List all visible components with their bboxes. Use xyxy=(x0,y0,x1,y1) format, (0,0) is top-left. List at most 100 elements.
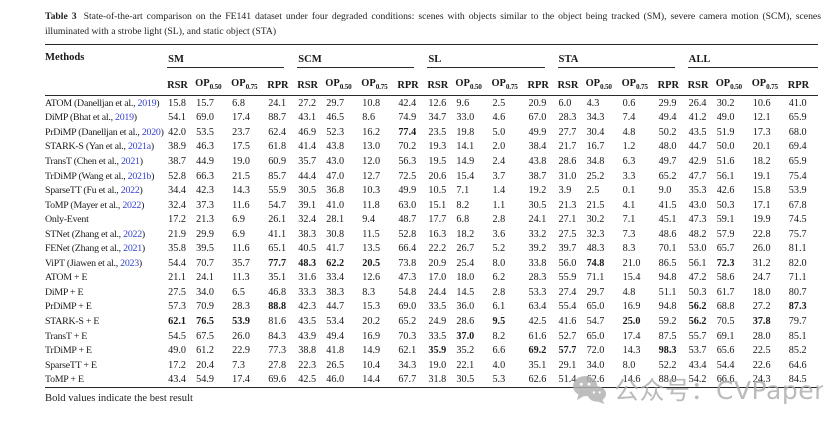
group-header-scm: SCM xyxy=(297,45,427,68)
value-cell: 24.1 xyxy=(196,272,214,284)
value-cell: 66.3 xyxy=(196,170,214,182)
value-cell: 6.3 xyxy=(622,155,636,167)
value-cell: 26.5 xyxy=(326,359,345,371)
value-cell: 19.8 xyxy=(456,126,475,138)
value-cell: 28.0 xyxy=(752,330,771,342)
value-cell: 2.8 xyxy=(492,214,506,226)
value-cell: 9.6 xyxy=(456,97,470,109)
value-cell: 38.7 xyxy=(168,155,186,167)
value-cell: 24.4 xyxy=(428,286,447,298)
col-header-op0.75-all: OP0.75 xyxy=(751,68,788,96)
value-cell: 73.8 xyxy=(398,257,417,269)
table-row: ToMP + E 43.4 54.9 17.4 69.6 42.5 46.0 14.4 67.7… xyxy=(45,372,818,387)
value-cell: 38.3 xyxy=(298,228,317,240)
citation-link[interactable]: 2020 xyxy=(141,126,161,138)
value-cell: 16.3 xyxy=(428,228,447,240)
method-name: SparseTT (Fu et al., xyxy=(45,185,121,197)
col-header-rsr-scm: RSR xyxy=(297,68,326,96)
citation-link[interactable]: 2022 xyxy=(122,199,142,211)
value-cell: 4.8 xyxy=(622,126,636,138)
value-cell: 15.7 xyxy=(196,97,214,109)
caption-label: Table 3 xyxy=(45,11,77,22)
value-cell: 8.6 xyxy=(362,112,376,124)
value-cell: 44.7 xyxy=(326,301,345,313)
value-cell: 53.9 xyxy=(788,185,807,197)
value-cell: 34.8 xyxy=(586,155,605,167)
value-cell: 42.5 xyxy=(528,315,547,327)
citation-link[interactable]: 2022 xyxy=(120,185,140,197)
value-cell: 13.5 xyxy=(362,243,381,255)
value-cell: 12.6 xyxy=(362,272,381,284)
citation-link[interactable]: 2023 xyxy=(120,257,139,269)
citation-link[interactable]: 2021 xyxy=(120,155,140,167)
method-name-suffix: ) xyxy=(160,126,164,138)
value-cell: 17.1 xyxy=(752,199,771,211)
citation-link[interactable]: 2021b xyxy=(127,170,152,182)
value-cell: 34.4 xyxy=(168,185,186,197)
value-cell: 17.3 xyxy=(752,126,771,138)
value-cell: 74.9 xyxy=(398,112,417,124)
value-cell: 84.3 xyxy=(268,330,287,342)
value-cell: 71.1 xyxy=(788,272,807,284)
value-cell: 25.0 xyxy=(622,315,641,327)
value-cell: 65.9 xyxy=(788,112,807,124)
method-name: STARK-S + E xyxy=(45,315,100,327)
value-cell: 21.3 xyxy=(196,214,214,226)
citation-link[interactable]: 2021a xyxy=(127,141,151,153)
table-row: TransT + E 54.5 67.5 26.0 84.3 43.9 49.4 16.9 70… xyxy=(45,329,818,344)
value-cell: 35.2 xyxy=(456,345,475,357)
value-cell: 34.7 xyxy=(428,112,447,124)
table-body: ATOM (Danelljan et al., 2019) 15.8 15.7 6.8… xyxy=(45,96,818,388)
citation-link[interactable]: 2019 xyxy=(115,112,134,124)
value-cell: 98.3 xyxy=(658,345,677,357)
value-cell: 42.5 xyxy=(298,374,317,386)
value-cell: 43.5 xyxy=(298,315,317,327)
method-name: ATOM + E xyxy=(45,272,88,284)
value-cell: 35.7 xyxy=(232,257,250,269)
value-cell: 49.0 xyxy=(168,345,186,357)
value-cell: 2.0 xyxy=(492,141,506,153)
value-cell: 35.8 xyxy=(168,243,186,255)
value-cell: 18.0 xyxy=(752,286,771,298)
value-cell: 53.0 xyxy=(688,243,707,255)
method-name: SparseTT + E xyxy=(45,359,97,371)
method-name: ViPT (Jiawen et al., xyxy=(45,257,121,269)
value-cell: 40.5 xyxy=(298,243,317,255)
value-cell: 12.6 xyxy=(428,97,447,109)
value-cell: 86.5 xyxy=(658,257,677,269)
group-label-sl: SL xyxy=(428,54,442,65)
method-name-suffix: ) xyxy=(141,243,145,255)
value-cell: 38.3 xyxy=(326,286,345,298)
value-cell: 23.5 xyxy=(428,126,447,138)
value-cell: 25.2 xyxy=(586,170,605,182)
citation-link[interactable]: 2021 xyxy=(123,243,142,255)
value-cell: 30.2 xyxy=(716,97,735,109)
value-cell: 94.8 xyxy=(658,272,677,284)
value-cell: 42.9 xyxy=(688,155,707,167)
value-cell: 56.3 xyxy=(398,155,417,167)
value-cell: 18.2 xyxy=(456,228,475,240)
value-cell: 31.6 xyxy=(298,272,317,284)
value-cell: 75.4 xyxy=(788,170,807,182)
value-cell: 72.3 xyxy=(716,257,735,269)
value-cell: 54.2 xyxy=(688,374,707,386)
citation-link[interactable]: 2019 xyxy=(137,97,157,109)
value-cell: 43.0 xyxy=(326,155,345,167)
value-cell: 61.7 xyxy=(716,286,735,298)
method-cell: ATOM (Danelljan et al., 2019) xyxy=(45,96,167,111)
value-cell: 27.5 xyxy=(558,228,577,240)
method-cell: DiMP + E xyxy=(45,285,167,300)
table-row: TrDiMP + E 49.0 61.2 22.9 77.3 38.8 41.8 14.9 62… xyxy=(45,343,818,358)
value-cell: 61.8 xyxy=(268,141,287,153)
value-cell: 7.1 xyxy=(456,185,470,197)
value-cell: 14.9 xyxy=(362,345,381,357)
value-cell: 70.1 xyxy=(658,243,677,255)
citation-link[interactable]: 2022 xyxy=(123,228,142,240)
value-cell: 43.4 xyxy=(168,374,186,386)
value-cell: 60.9 xyxy=(268,155,287,167)
value-cell: 46.5 xyxy=(326,112,345,124)
value-cell: 5.3 xyxy=(492,374,506,386)
value-cell: 33.2 xyxy=(528,228,547,240)
value-cell: 88.0 xyxy=(658,374,677,386)
value-cell: 54.5 xyxy=(168,330,186,342)
